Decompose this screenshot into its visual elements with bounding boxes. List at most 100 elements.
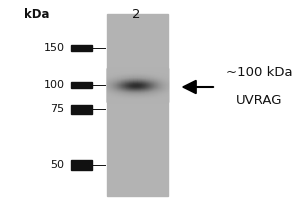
Bar [149,94,150,95]
Bar [158,90,159,91]
Bar [165,83,166,84]
Bar [123,70,124,71]
Bar [132,97,133,98]
Bar [162,68,163,69]
Bar [120,95,121,96]
Bar [110,71,111,72]
Bar [124,88,125,89]
Bar [154,78,155,79]
Bar [147,96,148,97]
Bar [121,98,122,99]
Bar [158,70,159,71]
Bar [121,72,122,73]
Bar [108,68,109,69]
Bar [148,88,149,89]
Bar [148,86,149,87]
Bar [119,96,120,97]
Bar [136,92,137,93]
Bar [160,95,161,96]
Bar [106,73,107,74]
Bar [115,84,116,85]
Bar [166,97,167,98]
Bar [153,92,154,93]
Bar [125,92,126,93]
Bar [122,83,123,84]
Bar [111,80,112,81]
Bar [144,74,145,75]
Bar [145,77,146,78]
Bar [132,96,133,97]
Text: kDa: kDa [24,8,50,21]
Bar [130,73,131,74]
Bar [107,96,108,97]
Bar [160,71,161,72]
Bar [139,83,140,84]
Bar [140,85,141,86]
Bar [116,75,117,76]
Bar [107,87,108,88]
Bar [136,94,137,95]
Bar [129,83,130,84]
Bar [156,82,157,83]
Bar [113,89,114,90]
Bar [113,101,114,102]
Bar [167,90,168,91]
Bar [117,76,118,77]
Bar [108,77,109,78]
Bar [162,92,163,93]
Bar [113,80,114,81]
Bar [134,75,135,76]
Bar [108,87,109,88]
Bar [106,77,107,78]
Bar [111,89,112,90]
Bar [163,74,164,75]
Bar [136,94,137,95]
Bar [152,82,153,83]
Bar [142,68,143,69]
Bar [133,93,134,94]
Bar [160,80,161,81]
Bar [166,93,167,94]
Bar [155,100,156,101]
Bar [159,96,160,97]
Bar [140,95,141,96]
Bar [120,75,121,76]
Bar [153,91,154,92]
Bar [109,78,110,79]
Bar [153,99,154,100]
Bar [134,101,135,102]
Bar [157,75,158,76]
Bar [164,69,165,70]
Bar [126,75,127,76]
Bar [160,99,161,100]
Bar [134,97,135,98]
Bar [126,80,127,81]
Bar [151,81,152,82]
Bar [158,98,159,99]
Bar [143,81,144,82]
Bar [145,70,146,71]
Bar [152,77,153,78]
Bar [70,104,92,114]
Bar [137,73,138,74]
Bar [153,90,154,91]
Bar [126,68,127,69]
Bar [112,68,113,69]
Bar [154,68,155,69]
Bar [148,99,149,100]
Bar [164,82,165,83]
Bar [132,72,133,73]
Bar [162,86,163,87]
Bar [136,75,137,76]
Bar [136,70,137,71]
Bar [154,72,155,73]
Bar [159,100,160,101]
Bar [162,99,163,100]
Bar [138,87,139,88]
Bar [160,89,161,90]
Bar [161,93,162,94]
Bar [144,97,145,98]
Bar [154,94,155,95]
Bar [159,98,160,99]
Bar [119,71,120,72]
